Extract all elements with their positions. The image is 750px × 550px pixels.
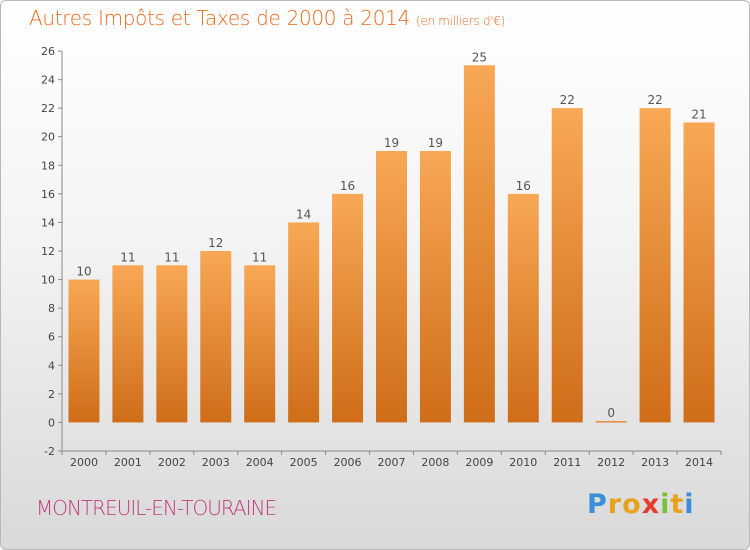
x-tick-label: 2004 <box>246 456 274 469</box>
logo-letter: r <box>607 489 623 520</box>
data-label: 11 <box>120 250 135 264</box>
y-tick-label: 2 <box>48 388 55 401</box>
x-tick-label: 2014 <box>685 456 713 469</box>
bar <box>244 265 276 423</box>
bar <box>112 265 144 423</box>
bar <box>376 151 407 423</box>
data-label: 11 <box>164 250 179 264</box>
data-label: 10 <box>76 265 91 279</box>
y-tick-label: 16 <box>41 188 55 201</box>
y-tick-label: 18 <box>41 159 55 172</box>
x-tick-label: 2007 <box>378 456 406 469</box>
x-tick-label: 2011 <box>553 456 581 469</box>
y-tick-label: 22 <box>41 102 55 115</box>
data-label: 16 <box>516 179 531 193</box>
proxiti-logo: Proxiti <box>587 489 695 520</box>
data-label: 21 <box>691 107 706 121</box>
data-label: 22 <box>560 93 575 107</box>
y-tick-label: 0 <box>48 416 55 429</box>
x-tick-label: 2012 <box>597 456 625 469</box>
bar <box>551 108 583 423</box>
logo-letter: P <box>587 489 608 520</box>
bar <box>463 65 495 423</box>
data-label: 19 <box>384 136 399 150</box>
commune-name: MONTREUIL-EN-TOURAINE <box>36 496 277 520</box>
x-tick-label: 2006 <box>334 456 362 469</box>
bar <box>419 151 451 423</box>
bar <box>68 279 100 423</box>
logo-letter: t <box>670 489 685 520</box>
chart-title-text: Autres Impôts et Taxes de 2000 à 2014 <box>29 6 410 30</box>
x-tick-label: 2008 <box>421 456 449 469</box>
data-labels: 10 11 11 12 11 14 16 19 19 25 16 22 0 22 21 <box>76 50 706 420</box>
bar <box>507 193 539 423</box>
x-tick-label: 2001 <box>114 456 142 469</box>
x-tick-label: 2009 <box>465 456 493 469</box>
chart-title: Autres Impôts et Taxes de 2000 à 2014 (en… <box>29 6 505 30</box>
logo-letter: i <box>660 489 671 520</box>
bar <box>595 420 627 423</box>
y-tick-label: 4 <box>48 359 55 372</box>
data-label: 25 <box>472 50 487 64</box>
logo-letter: o <box>622 489 642 520</box>
y-tick-label: 10 <box>41 274 55 287</box>
data-label: 11 <box>252 250 267 264</box>
y-tick-label: 14 <box>41 216 55 229</box>
logo-letter: x <box>641 489 661 520</box>
y-tick-label: 6 <box>48 331 55 344</box>
data-label: 19 <box>428 136 443 150</box>
chart-subtitle: (en milliers d'€) <box>416 14 506 28</box>
logo-letter: i <box>684 489 695 520</box>
y-tick-label: 12 <box>41 245 55 258</box>
bar <box>200 251 232 423</box>
x-tick-label: 2003 <box>202 456 230 469</box>
bar <box>332 193 364 423</box>
data-label: 0 <box>607 406 615 420</box>
bar <box>683 122 715 423</box>
x-tick-label: 2005 <box>290 456 318 469</box>
y-tick-label: 24 <box>41 74 55 87</box>
x-tick-label: 2000 <box>70 456 98 469</box>
y-tick-label: 20 <box>41 131 55 144</box>
x-tick-label: 2013 <box>641 456 669 469</box>
x-tick-label: 2002 <box>158 456 186 469</box>
x-tick-label: 2010 <box>509 456 537 469</box>
data-label: 14 <box>296 207 311 221</box>
bar <box>639 108 671 423</box>
y-tick-label: 26 <box>41 45 55 58</box>
bar <box>288 222 320 423</box>
y-tick-label: -2 <box>44 445 55 458</box>
bars <box>68 65 715 423</box>
y-tick-label: 8 <box>48 302 55 315</box>
bar <box>156 265 188 423</box>
data-label: 16 <box>340 179 355 193</box>
data-label: 12 <box>208 236 223 250</box>
data-label: 22 <box>647 93 662 107</box>
